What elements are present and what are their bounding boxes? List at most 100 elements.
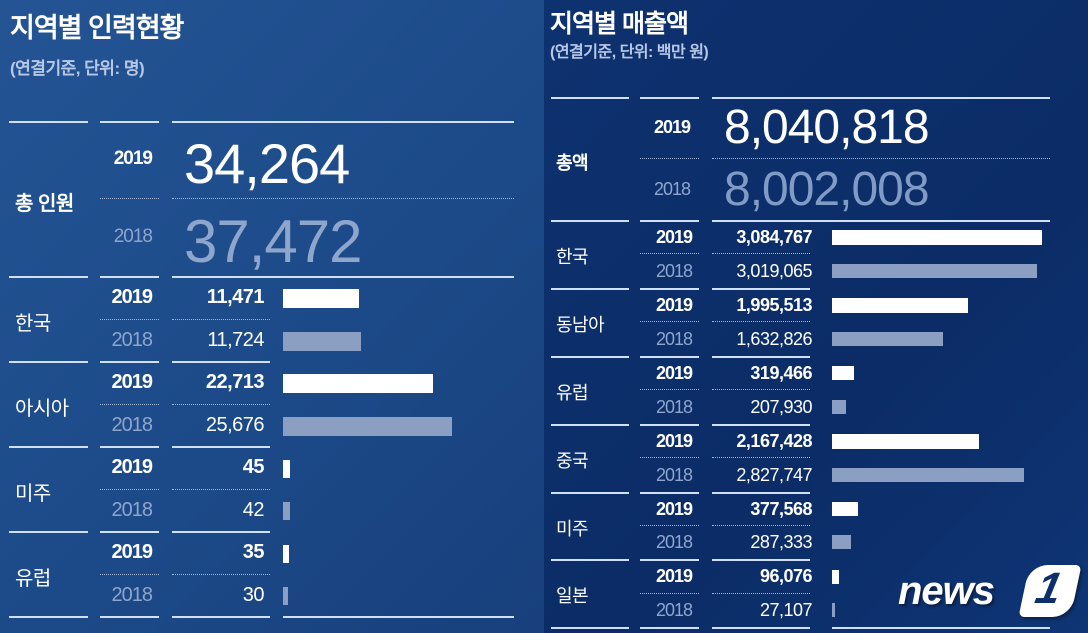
divider bbox=[100, 276, 159, 278]
bar-2018 bbox=[283, 587, 288, 605]
year-2018: 2018 bbox=[655, 329, 693, 349]
divider bbox=[9, 446, 88, 448]
divider bbox=[551, 288, 629, 290]
workforce-panel: 지역별 인력현황 (연결기준, 단위: 명) 총 인원 2019 34,264 … bbox=[0, 0, 544, 633]
value-2018: 287,333 bbox=[750, 532, 812, 552]
divider bbox=[640, 220, 699, 222]
year-2018: 2018 bbox=[111, 499, 154, 521]
bar-2018 bbox=[832, 603, 835, 617]
region-label: 동남아 bbox=[556, 315, 605, 335]
dotted-divider bbox=[172, 404, 270, 405]
region-label: 유럽 bbox=[15, 568, 51, 590]
dotted-divider bbox=[640, 253, 699, 254]
divider bbox=[283, 616, 514, 618]
divider bbox=[9, 361, 88, 363]
year-2019: 2019 bbox=[655, 431, 693, 451]
divider bbox=[551, 220, 629, 222]
bar-2019 bbox=[832, 366, 854, 380]
value-2019: 3,084,767 bbox=[736, 227, 812, 247]
year-2019: 2019 bbox=[111, 371, 154, 393]
value-2018: 42 bbox=[242, 499, 265, 521]
value-2018: 25,676 bbox=[205, 414, 265, 436]
year-2019: 2019 bbox=[655, 499, 693, 519]
dotted-divider bbox=[100, 574, 159, 575]
region-label: 아시아 bbox=[15, 398, 69, 420]
divider bbox=[172, 121, 514, 123]
total-2018-value: 37,472 bbox=[184, 208, 363, 275]
divider bbox=[640, 559, 699, 561]
divider bbox=[551, 627, 629, 629]
divider bbox=[712, 424, 810, 426]
value-2018: 30 bbox=[242, 584, 265, 606]
value-2019: 377,568 bbox=[750, 499, 812, 519]
dotted-divider bbox=[712, 389, 810, 390]
dotted-divider bbox=[640, 389, 699, 390]
value-2019: 2,167,428 bbox=[736, 431, 812, 451]
bar-2018 bbox=[832, 332, 943, 346]
bar-2019 bbox=[832, 230, 1042, 245]
dotted-divider bbox=[640, 457, 699, 458]
value-2018: 3,019,065 bbox=[736, 261, 812, 281]
year-2018: 2018 bbox=[655, 397, 693, 417]
year-2018: 2018 bbox=[113, 226, 153, 247]
dotted-divider bbox=[712, 525, 810, 526]
divider bbox=[640, 492, 699, 494]
year-2018: 2018 bbox=[655, 532, 693, 552]
divider bbox=[551, 559, 629, 561]
bar-2018 bbox=[832, 535, 851, 549]
dotted-divider bbox=[712, 158, 1050, 159]
bar-2019 bbox=[832, 570, 839, 584]
year-2019: 2019 bbox=[111, 456, 154, 478]
panel-title: 지역별 인력현황 bbox=[10, 13, 184, 43]
region-label: 미주 bbox=[15, 483, 51, 505]
region-label: 일본 bbox=[556, 586, 589, 606]
dotted-divider bbox=[640, 158, 699, 159]
year-2019: 2019 bbox=[653, 117, 691, 137]
divider bbox=[9, 616, 88, 618]
divider bbox=[712, 288, 810, 290]
divider bbox=[640, 356, 699, 358]
divider bbox=[712, 97, 1050, 99]
year-2019: 2019 bbox=[111, 541, 154, 563]
divider bbox=[712, 492, 810, 494]
region-label: 한국 bbox=[15, 313, 51, 335]
total-2019-value: 8,040,818 bbox=[724, 101, 930, 154]
divider bbox=[551, 356, 629, 358]
divider bbox=[640, 97, 699, 99]
divider bbox=[712, 356, 810, 358]
divider bbox=[172, 616, 270, 618]
year-2018: 2018 bbox=[111, 329, 154, 351]
total-2018-value: 8,002,008 bbox=[724, 163, 930, 216]
divider bbox=[172, 276, 514, 278]
divider bbox=[100, 361, 159, 363]
panel-subtitle: (연결기준, 단위: 명) bbox=[10, 59, 145, 78]
bar-2019 bbox=[832, 434, 979, 449]
divider bbox=[9, 121, 88, 123]
divider bbox=[172, 531, 270, 533]
divider bbox=[832, 627, 1050, 629]
year-2018: 2018 bbox=[653, 179, 691, 199]
value-2018: 2,827,747 bbox=[736, 465, 812, 485]
dotted-divider bbox=[172, 489, 270, 490]
divider bbox=[640, 627, 699, 629]
divider bbox=[712, 220, 1050, 222]
bar-2019 bbox=[283, 545, 289, 563]
dotted-divider bbox=[100, 319, 159, 320]
value-2019: 35 bbox=[242, 541, 265, 563]
divider bbox=[551, 97, 629, 99]
divider bbox=[551, 424, 629, 426]
bar-2018 bbox=[283, 502, 290, 520]
panel-subtitle: (연결기준, 단위: 백만 원) bbox=[550, 44, 709, 61]
logo-mark-text: 1 bbox=[1031, 564, 1067, 613]
value-2018: 1,632,826 bbox=[736, 329, 812, 349]
value-2018: 11,724 bbox=[207, 329, 264, 351]
year-2019: 2019 bbox=[655, 227, 693, 247]
year-2018: 2018 bbox=[111, 584, 154, 606]
year-2018: 2018 bbox=[111, 414, 154, 436]
year-2018: 2018 bbox=[655, 261, 693, 281]
region-label: 미주 bbox=[556, 519, 589, 539]
bar-2018 bbox=[832, 468, 1024, 482]
news1-logo: news 1 bbox=[898, 564, 1082, 621]
divider bbox=[172, 361, 270, 363]
dotted-divider bbox=[712, 457, 810, 458]
